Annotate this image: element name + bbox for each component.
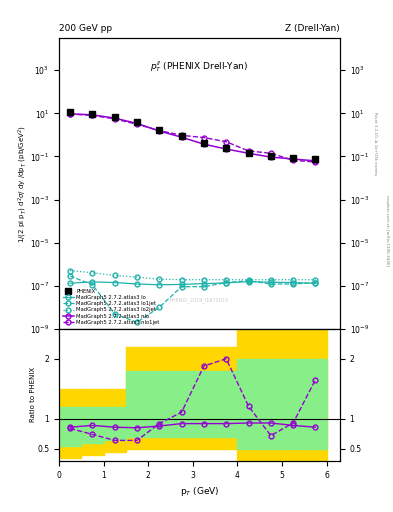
Text: Rivet 3.1.10, ≥ 1e+03k events: Rivet 3.1.10, ≥ 1e+03k events [373, 112, 377, 175]
Text: mcplots.cern.ch [arXiv:1306.3436]: mcplots.cern.ch [arXiv:1306.3436] [385, 195, 389, 266]
X-axis label: p$_T$ (GeV): p$_T$ (GeV) [180, 485, 219, 498]
Text: $p_T^{ll}$ (PHENIX Drell-Yan): $p_T^{ll}$ (PHENIX Drell-Yan) [150, 59, 249, 74]
Text: 200 GeV pp: 200 GeV pp [59, 24, 112, 33]
Y-axis label: 1/(2 pi p$_T$) d$^2\sigma$/ dy /dp$_T$ (pb/GeV$^2$): 1/(2 pi p$_T$) d$^2\sigma$/ dy /dp$_T$ (… [16, 124, 29, 243]
Text: PHENIX_2019_I1672015: PHENIX_2019_I1672015 [170, 297, 229, 303]
Text: Z (Drell-Yan): Z (Drell-Yan) [285, 24, 340, 33]
Y-axis label: Ratio to PHENIX: Ratio to PHENIX [30, 367, 36, 422]
Legend: PHENIX, MadGraph5 2.7.2.atlas3 lo, MadGraph5 2.7.2.atlas3 lo1jet, MadGraph5 2.7.: PHENIX, MadGraph5 2.7.2.atlas3 lo, MadGr… [62, 287, 161, 326]
